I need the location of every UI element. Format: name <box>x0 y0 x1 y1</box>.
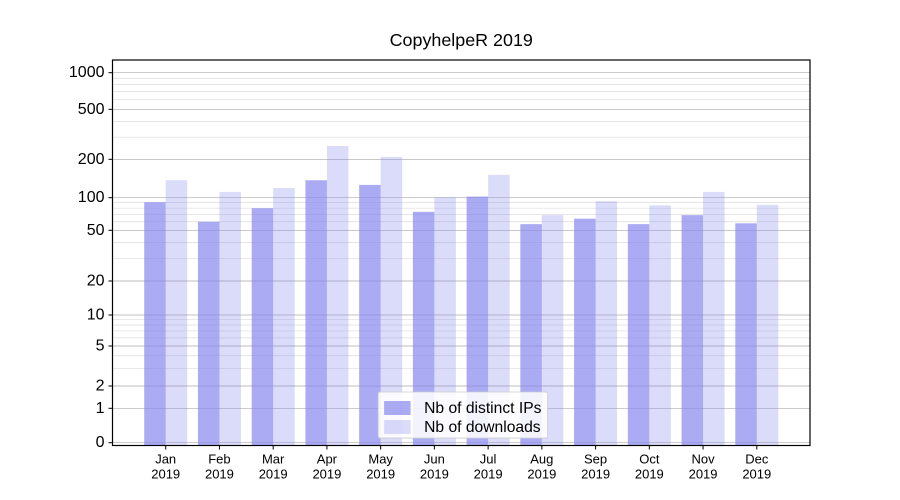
svg-text:Jul: Jul <box>480 452 497 467</box>
svg-text:2019: 2019 <box>366 467 395 482</box>
svg-text:2019: 2019 <box>581 467 610 482</box>
svg-text:5: 5 <box>96 338 105 355</box>
svg-text:Dec: Dec <box>745 452 769 467</box>
svg-text:500: 500 <box>78 101 105 118</box>
svg-text:Apr: Apr <box>317 452 338 467</box>
svg-text:200: 200 <box>78 151 105 168</box>
svg-text:10: 10 <box>87 307 105 324</box>
svg-text:Feb: Feb <box>208 452 230 467</box>
svg-text:1: 1 <box>96 400 105 417</box>
svg-text:Sep: Sep <box>584 452 607 467</box>
svg-text:CopyhelpeR 2019: CopyhelpeR 2019 <box>390 30 533 50</box>
svg-text:Mar: Mar <box>262 452 285 467</box>
svg-text:20: 20 <box>87 273 105 290</box>
svg-text:50: 50 <box>87 222 105 239</box>
svg-text:Nb of downloads: Nb of downloads <box>424 419 541 436</box>
svg-text:2019: 2019 <box>474 467 503 482</box>
svg-text:2019: 2019 <box>635 467 664 482</box>
svg-text:Nb of distinct IPs: Nb of distinct IPs <box>424 400 542 417</box>
svg-text:Oct: Oct <box>639 452 660 467</box>
svg-text:1000: 1000 <box>69 64 105 81</box>
svg-text:2019: 2019 <box>151 467 180 482</box>
svg-text:May: May <box>368 452 393 467</box>
svg-text:2: 2 <box>96 378 105 395</box>
svg-text:2019: 2019 <box>312 467 341 482</box>
svg-text:2019: 2019 <box>527 467 556 482</box>
svg-text:2019: 2019 <box>259 467 288 482</box>
svg-text:Jun: Jun <box>424 452 445 467</box>
svg-text:2019: 2019 <box>420 467 449 482</box>
svg-text:2019: 2019 <box>205 467 234 482</box>
svg-text:2019: 2019 <box>689 467 718 482</box>
svg-text:2019: 2019 <box>742 467 771 482</box>
svg-text:0: 0 <box>96 434 105 451</box>
svg-text:Jan: Jan <box>155 452 176 467</box>
svg-text:Nov: Nov <box>691 452 715 467</box>
svg-text:Aug: Aug <box>530 452 553 467</box>
svg-text:100: 100 <box>78 189 105 206</box>
